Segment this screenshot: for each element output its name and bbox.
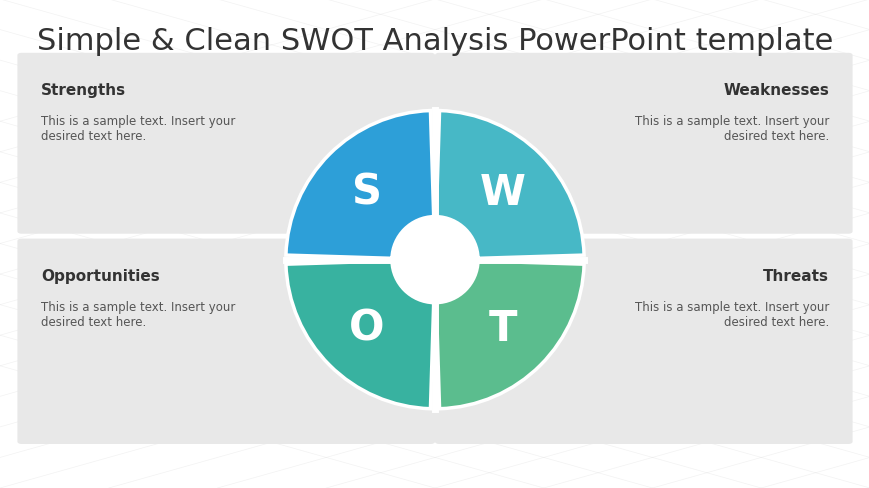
Text: Strengths: Strengths — [41, 83, 126, 98]
Text: Opportunities: Opportunities — [41, 268, 159, 284]
FancyBboxPatch shape — [17, 239, 434, 444]
Text: This is a sample text. Insert your
desired text here.: This is a sample text. Insert your desir… — [634, 115, 828, 142]
FancyBboxPatch shape — [434, 239, 852, 444]
FancyBboxPatch shape — [434, 54, 852, 234]
Text: This is a sample text. Insert your
desired text here.: This is a sample text. Insert your desir… — [634, 300, 828, 328]
FancyBboxPatch shape — [17, 54, 434, 234]
Circle shape — [392, 217, 477, 303]
Text: This is a sample text. Insert your
desired text here.: This is a sample text. Insert your desir… — [41, 300, 235, 328]
Text: This is a sample text. Insert your
desired text here.: This is a sample text. Insert your desir… — [41, 115, 235, 142]
Text: S: S — [352, 171, 381, 213]
Text: SlideModel.com: SlideModel.com — [394, 256, 475, 266]
Wedge shape — [286, 111, 433, 259]
Text: W: W — [480, 171, 525, 213]
Text: T: T — [488, 307, 516, 349]
Wedge shape — [286, 262, 433, 409]
Text: Weaknesses: Weaknesses — [722, 83, 828, 98]
Text: Simple & Clean SWOT Analysis PowerPoint template: Simple & Clean SWOT Analysis PowerPoint … — [36, 27, 833, 56]
Text: O: O — [349, 307, 384, 349]
Wedge shape — [436, 111, 583, 259]
Text: Threats: Threats — [762, 268, 828, 284]
Wedge shape — [436, 262, 583, 409]
